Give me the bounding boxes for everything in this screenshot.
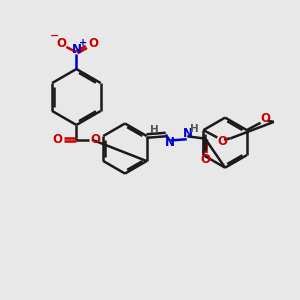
Text: N: N <box>165 136 175 149</box>
Text: O: O <box>90 133 100 146</box>
Text: O: O <box>217 135 227 148</box>
Text: O: O <box>261 112 271 125</box>
Text: O: O <box>56 37 66 50</box>
Text: H: H <box>150 124 159 134</box>
Text: H: H <box>190 124 199 134</box>
Text: O: O <box>53 133 63 146</box>
Text: N: N <box>71 43 81 56</box>
Text: O: O <box>200 153 210 167</box>
Text: O: O <box>88 37 98 50</box>
Text: −: − <box>50 31 59 41</box>
Text: N: N <box>183 128 193 140</box>
Text: +: + <box>79 38 87 48</box>
